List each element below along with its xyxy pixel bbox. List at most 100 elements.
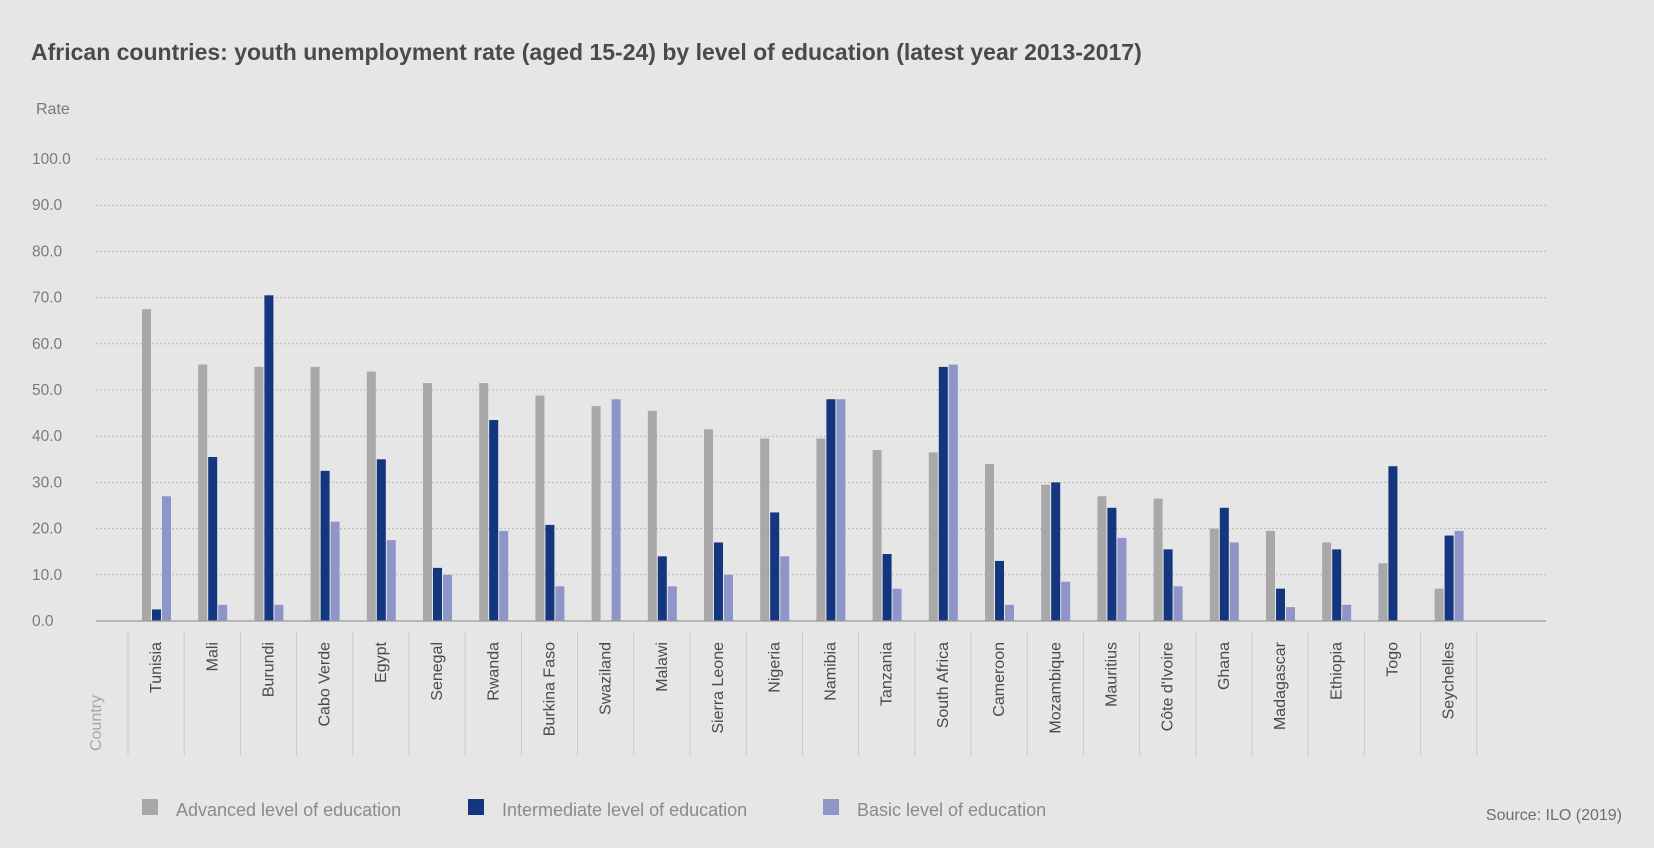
bar [310, 366, 320, 621]
bar [611, 399, 621, 621]
bar [1388, 466, 1398, 621]
bar [423, 383, 432, 621]
x-tick-label: Togo [1385, 642, 1402, 677]
bar [882, 554, 892, 621]
x-tick-label: Tanzania [879, 642, 896, 706]
bar [1005, 604, 1014, 621]
bar [1041, 484, 1051, 621]
bar [330, 521, 340, 621]
bar [162, 496, 171, 621]
x-tick-label: Seychelles [1441, 642, 1458, 719]
x-tick-label: Burundi [261, 642, 278, 697]
x-tick-label: Malawi [654, 642, 671, 692]
bar [770, 512, 780, 621]
y-axis-label: Rate [36, 101, 70, 118]
bar [995, 560, 1004, 621]
bar [892, 588, 902, 621]
x-tick-label: Ghana [1216, 642, 1233, 690]
bar [443, 574, 452, 621]
bar [499, 530, 509, 621]
bar [714, 542, 723, 621]
y-tick-labels: 0.0 10.0 20.0 30.0 40.0 50.0 60.0 70.0 80.0 90.0 1… [32, 151, 71, 630]
x-axis-label: Country [88, 695, 105, 751]
bar [1153, 498, 1163, 621]
legend-swatch [468, 799, 484, 815]
bar [938, 366, 948, 621]
y-tick-label: 70.0 [32, 290, 63, 307]
x-tick-label: Senegal [429, 642, 446, 701]
bar [647, 410, 657, 621]
x-tick-label: Mali [204, 642, 221, 671]
bar [704, 429, 713, 621]
bar [1342, 604, 1352, 621]
bar [657, 556, 667, 621]
x-tick-label: South Africa [935, 642, 952, 728]
y-tick-label: 30.0 [32, 474, 63, 491]
bar [724, 574, 733, 621]
bar [1266, 530, 1275, 621]
x-tick-label: Cameroon [991, 642, 1008, 717]
chart-title: African countries: youth unemployment ra… [31, 39, 1142, 65]
y-tick-label: 100.0 [32, 151, 71, 168]
legend-label: Basic level of education [857, 800, 1046, 820]
bar [274, 604, 284, 621]
bar [1444, 535, 1454, 621]
bar [1322, 542, 1332, 621]
bar [386, 540, 396, 621]
bar [1219, 507, 1229, 621]
bar [535, 395, 545, 621]
y-tick-label: 50.0 [32, 382, 63, 399]
bar [1378, 563, 1388, 621]
bar [433, 567, 442, 621]
bar [198, 364, 208, 621]
bar [366, 371, 376, 621]
bar [591, 406, 601, 621]
x-tick-label: Cabo Verde [317, 642, 334, 727]
bar [1117, 537, 1127, 621]
bar [1173, 586, 1183, 621]
bar [489, 420, 499, 621]
bar [667, 586, 677, 621]
x-tick-label: Burkina Faso [542, 642, 559, 736]
bar [1434, 588, 1444, 621]
bar [1163, 549, 1173, 621]
bar [816, 438, 826, 621]
bar [1051, 482, 1061, 621]
bar [218, 604, 228, 621]
bar [760, 438, 770, 621]
y-tick-label: 60.0 [32, 336, 63, 353]
bar [264, 295, 274, 621]
y-tick-label: 80.0 [32, 243, 63, 260]
x-tick-label: Rwanda [485, 642, 502, 701]
bar [142, 309, 151, 621]
legend-swatch [142, 799, 158, 815]
x-tick-label: Ethiopia [1328, 642, 1345, 700]
bar [836, 399, 846, 621]
x-axis [96, 620, 1546, 756]
legend-label: Advanced level of education [176, 800, 401, 820]
y-tick-label: 0.0 [32, 613, 54, 630]
y-tick-label: 10.0 [32, 567, 63, 584]
bar [1454, 530, 1464, 621]
bar [254, 366, 264, 621]
y-tick-label: 90.0 [32, 197, 63, 214]
x-tick-label: Mauritius [1104, 642, 1121, 707]
bar [1209, 528, 1219, 621]
x-tick-label: Tunisia [148, 642, 165, 693]
x-tick-label: Swaziland [598, 642, 615, 715]
bar [985, 463, 994, 621]
bar [1276, 588, 1285, 621]
bar [376, 459, 386, 621]
bars [142, 295, 1464, 621]
x-tick-label: Côte d'Ivoire [1160, 642, 1177, 731]
bar [208, 456, 218, 621]
bar [1097, 496, 1107, 621]
source-note: Source: ILO (2019) [1486, 807, 1622, 824]
bar [479, 383, 489, 621]
bar [1286, 607, 1295, 621]
bar [928, 452, 938, 621]
legend-swatch [823, 799, 839, 815]
x-tick-label: Sierra Leone [710, 642, 727, 734]
bar [152, 609, 161, 621]
x-tick-label: Nigeria [766, 642, 783, 693]
